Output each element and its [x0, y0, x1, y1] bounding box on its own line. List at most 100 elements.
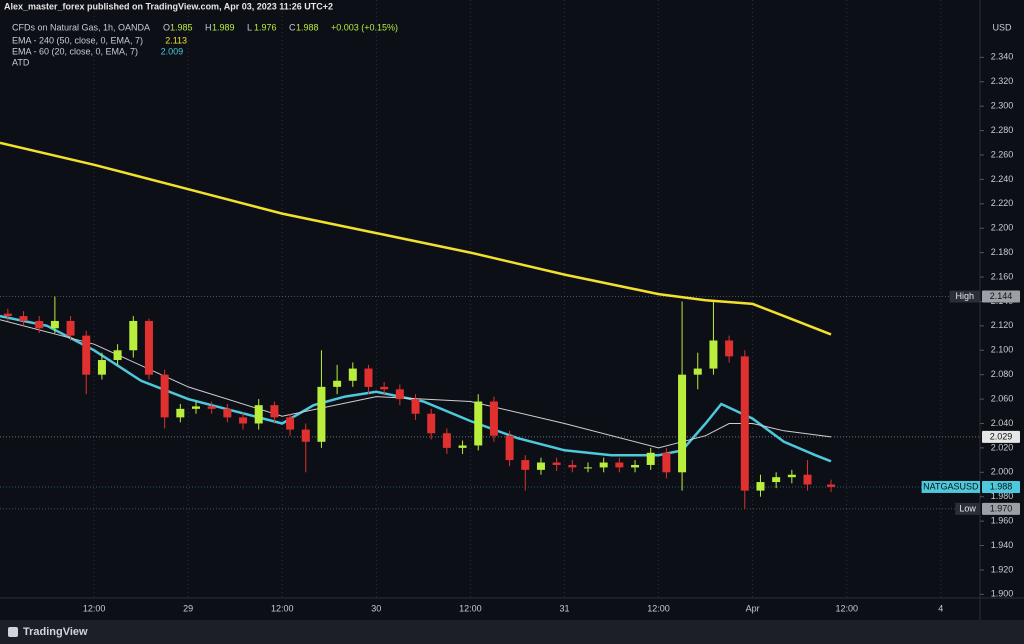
candle-body	[505, 435, 514, 461]
candle-body	[827, 484, 836, 487]
price-badge	[982, 290, 1020, 303]
candle-body	[97, 360, 106, 375]
candle-body	[317, 386, 326, 442]
candle-body	[301, 429, 310, 442]
candle-body	[787, 474, 796, 478]
candle-body	[113, 350, 122, 361]
candle-body	[395, 389, 404, 400]
y-tick-label: 2.240	[991, 174, 1014, 184]
candle-body	[66, 320, 75, 336]
y-tick-label: 2.300	[991, 101, 1014, 111]
price-badge	[982, 480, 1020, 493]
publisher: Alex_master_forex published on TradingVi…	[4, 1, 333, 11]
price-badge-label-bg	[949, 290, 980, 303]
candle-body	[489, 401, 498, 436]
candle-body	[740, 356, 749, 491]
ohlc-value: 1.989	[212, 22, 235, 32]
logo	[8, 627, 18, 637]
price-badge-label: NATGASUSD	[923, 481, 979, 491]
candle-body	[693, 368, 702, 375]
candle-body	[552, 462, 561, 465]
x-tick-label: 12:00	[271, 603, 294, 613]
legend-value: 2.009	[161, 46, 184, 56]
candle-body	[678, 374, 687, 473]
y-tick-label: 1.900	[991, 589, 1014, 599]
plot-area	[0, 0, 980, 598]
candle-body	[709, 340, 718, 369]
candle-body	[3, 313, 12, 317]
candle-body	[615, 462, 624, 468]
x-tick-label: 4	[938, 603, 943, 613]
candle-body	[411, 399, 420, 414]
candle-body	[521, 460, 530, 470]
candle-body	[207, 406, 216, 409]
price-badge-label-bg	[921, 480, 980, 493]
y-tick-label: 2.220	[991, 198, 1014, 208]
candle-body	[254, 405, 263, 424]
price-badge	[982, 502, 1020, 515]
candle-body	[662, 452, 671, 473]
change: +0.003 (+0.15%)	[331, 22, 398, 32]
y-tick-label: 2.060	[991, 393, 1014, 403]
candle-body	[192, 406, 200, 409]
y-tick-label: 2.080	[991, 369, 1014, 379]
price-badge-value: 1.970	[990, 503, 1013, 513]
symbol-title: CFDs on Natural Gas, 1h, OANDA	[12, 22, 150, 32]
y-tick-label: 2.100	[991, 345, 1014, 355]
y-tick-label: 2.040	[991, 418, 1014, 428]
y-tick-label: 1.920	[991, 564, 1014, 574]
footer-bar	[0, 620, 1024, 644]
x-tick-label: 30	[371, 603, 381, 613]
price-badge-value: 2.144	[990, 291, 1013, 301]
price-badge-value: 1.988	[990, 481, 1013, 491]
candle-body	[50, 320, 59, 329]
legend-value: 2.113	[165, 35, 187, 45]
y-tick-label: 1.980	[991, 491, 1014, 501]
candle-body	[536, 462, 545, 470]
y-tick-label: 2.160	[991, 271, 1014, 281]
ohlc-label: O	[163, 22, 170, 32]
candle-body	[584, 467, 592, 469]
candle-body	[176, 408, 185, 418]
candle-body	[19, 316, 28, 321]
candle-body	[364, 368, 373, 387]
y-tick-label: 2.200	[991, 223, 1014, 233]
y-tick-label: 2.020	[991, 442, 1014, 452]
x-tick-label: 12:00	[647, 603, 670, 613]
candle-body	[568, 464, 577, 468]
candle-body	[803, 474, 812, 485]
ohlc-value: 1.988	[296, 22, 319, 32]
candle-body	[144, 320, 153, 375]
x-tick-label: 12:00	[83, 603, 106, 613]
x-tick-label: Apr	[746, 603, 760, 613]
candle-body	[333, 380, 342, 387]
candle-body	[286, 417, 295, 430]
x-tick-label: 12:00	[459, 603, 482, 613]
candle-body	[442, 433, 451, 448]
price-badge-label-bg	[955, 502, 980, 515]
candle-body	[160, 374, 169, 418]
ohlc-label: L	[247, 22, 252, 32]
price-badge-label: Low	[959, 503, 976, 513]
y-tick-label: 2.280	[991, 125, 1014, 135]
y-tick-label: 1.960	[991, 515, 1014, 525]
ohlc-label: H	[205, 22, 212, 32]
candle-body	[82, 335, 91, 375]
ohlc-value: 1.976	[254, 22, 277, 32]
indicator-line	[0, 314, 832, 463]
y-tick-label: 2.340	[991, 52, 1014, 62]
candle-body	[129, 320, 138, 351]
x-tick-label: 29	[183, 603, 193, 613]
indicator-extra: ATD	[12, 57, 30, 67]
candle-body	[631, 464, 640, 468]
y-tick-label: 2.120	[991, 320, 1014, 330]
candle-body	[427, 413, 436, 434]
candle-body	[599, 462, 608, 468]
y-tick-label: 2.000	[991, 467, 1014, 477]
candle-body	[348, 368, 357, 381]
price-badge-value: 2.029	[990, 431, 1013, 441]
candle-body	[772, 477, 781, 483]
x-tick-label: 31	[559, 603, 569, 613]
